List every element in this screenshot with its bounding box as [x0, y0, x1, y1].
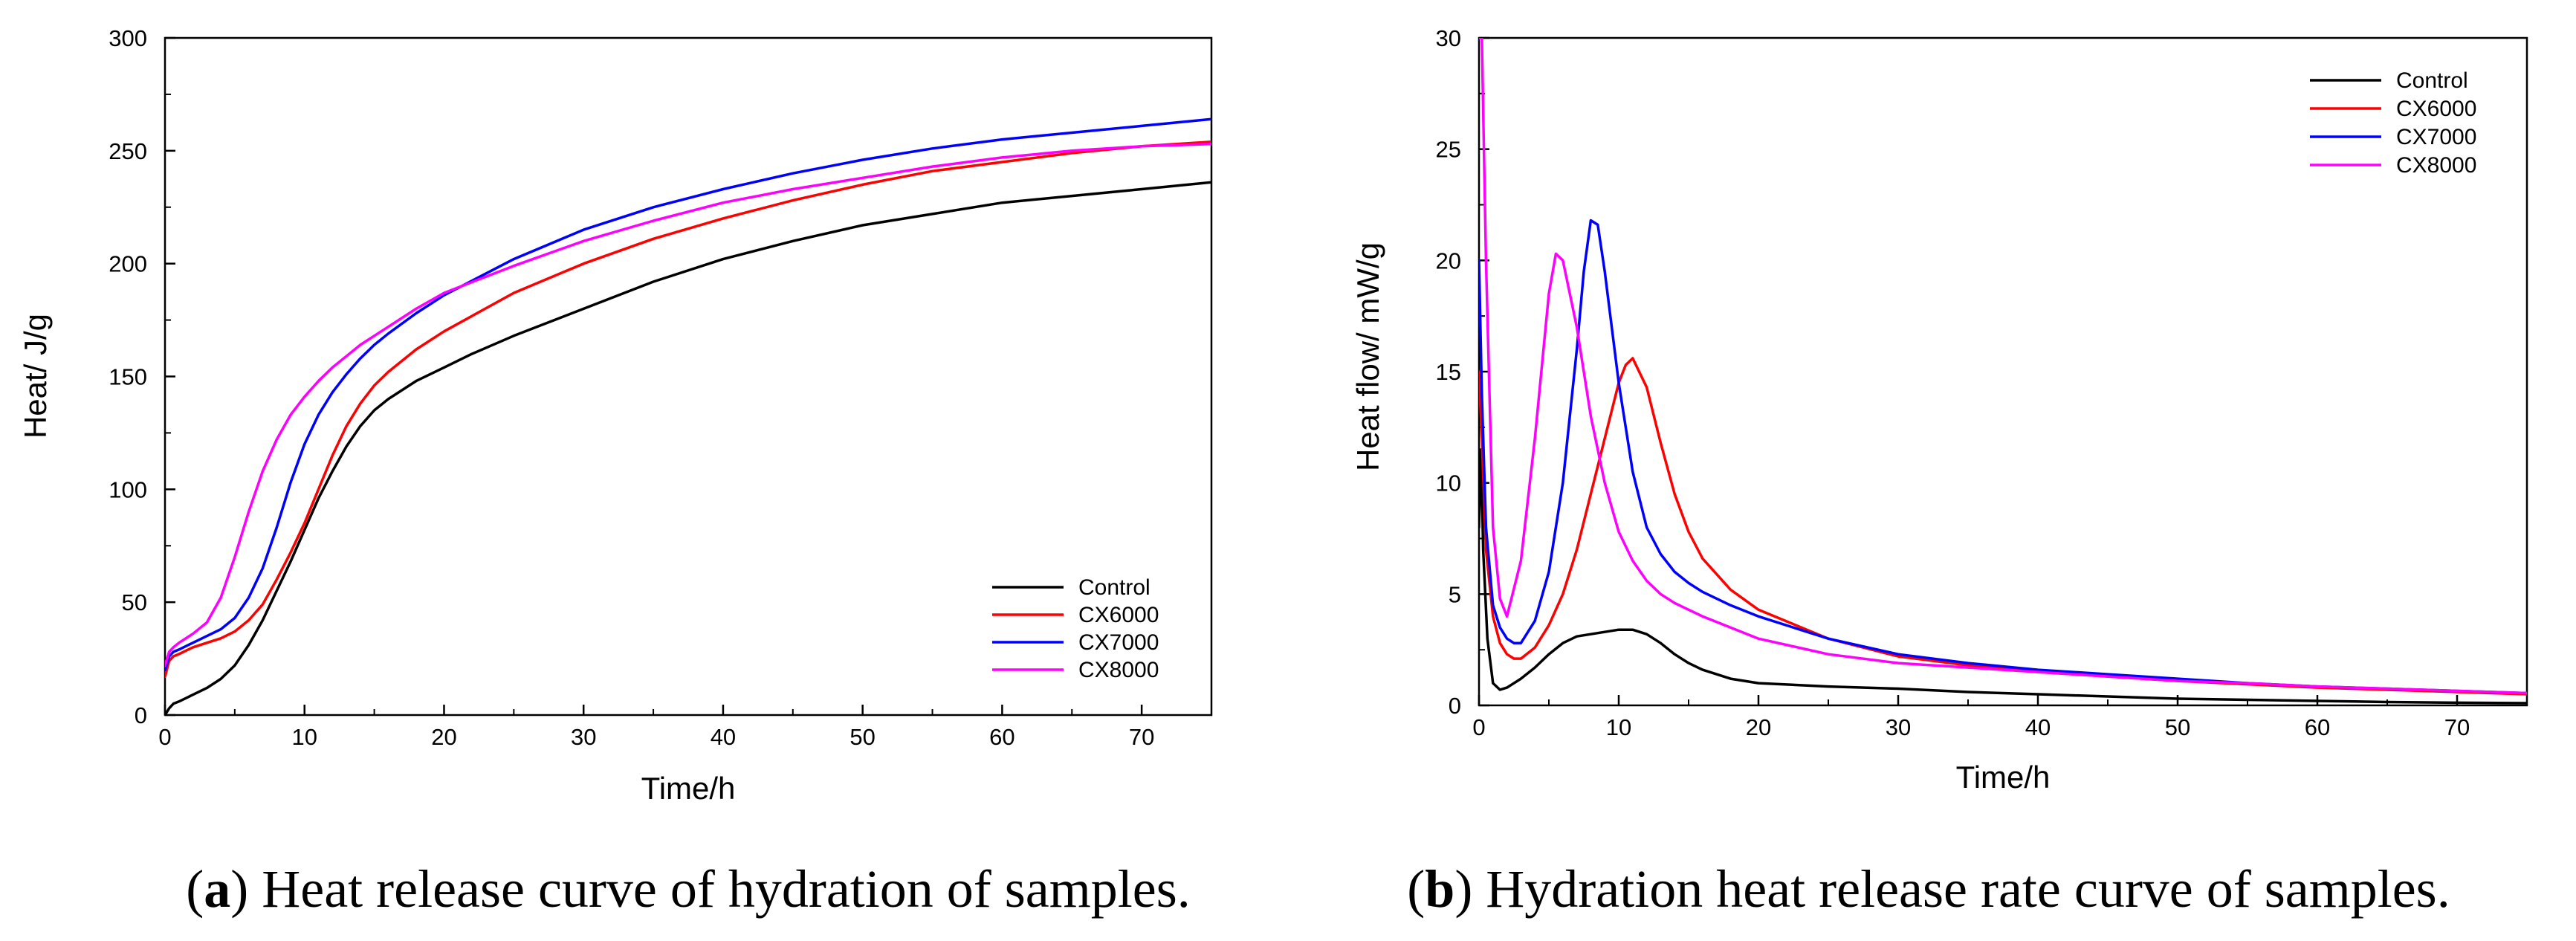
y-tick-label: 5 — [1449, 581, 1461, 607]
x-tick-label: 40 — [2025, 714, 2051, 740]
x-tick-label: 70 — [2444, 714, 2470, 740]
series-lines-a — [165, 117, 1211, 715]
y-tick-label: 20 — [1436, 248, 1461, 274]
y-tick-label: 0 — [1449, 693, 1461, 719]
y-tick-label: 150 — [109, 364, 147, 390]
x-tick-label: 30 — [571, 724, 596, 750]
x-tick-label: 0 — [158, 724, 171, 750]
legend-label: CX6000 — [1078, 603, 1159, 627]
x-axis-ticks-a: 0 10 20 30 40 50 60 70 — [158, 705, 1212, 750]
x-tick-label: 30 — [1886, 714, 1911, 740]
x-tick-label: 60 — [2305, 714, 2330, 740]
x-tick-label: 0 — [1472, 714, 1485, 740]
y-tick-label: 300 — [109, 25, 147, 51]
series-line-cx6000 — [1479, 357, 2527, 696]
series-line-cx8000 — [1479, 38, 2527, 695]
y-tick-label: 100 — [109, 476, 147, 502]
x-tick-label: 10 — [291, 724, 317, 750]
y-axis-label-b: Heat flow/ mW/g — [1350, 242, 1385, 471]
y-tick-label: 50 — [122, 589, 147, 615]
x-tick-label: 40 — [711, 724, 736, 750]
x-axis-ticks-b: 0 10 20 30 40 50 60 70 — [1472, 695, 2528, 740]
y-axis-label-a: Heat/ J/g — [18, 314, 53, 439]
x-tick-label: 60 — [989, 724, 1014, 750]
chart-panel-b: 0 10 20 30 40 50 60 70 0 5 10 15 20 25 30 Control CX60… — [1350, 25, 2528, 919]
y-tick-label: 25 — [1436, 137, 1461, 163]
x-tick-label: 50 — [2165, 714, 2190, 740]
series-line-cx8000 — [165, 142, 1211, 667]
y-tick-label: 30 — [1436, 25, 1461, 51]
series-line-control — [1479, 448, 2527, 705]
caption-text-b: Hydration heat release rate curve of sam… — [1486, 859, 2450, 919]
x-tick-label: 20 — [1746, 714, 1771, 740]
legend-label: Control — [1078, 575, 1151, 600]
caption-letter-b: b — [1425, 859, 1454, 919]
y-axis-ticks-b: 0 5 10 15 20 25 30 — [1436, 25, 1489, 719]
y-axis-ticks-a: 0 50 100 150 200 250 300 — [109, 25, 175, 728]
chart-panel-a: 0 10 20 30 40 50 60 70 0 50 100 150 200 250 300 Contr… — [18, 25, 1213, 919]
caption-b: (b) Hydration heat release rate curve of… — [1407, 859, 2450, 919]
series-lines-b — [1479, 38, 2527, 705]
y-tick-label: 15 — [1436, 359, 1461, 385]
y-tick-label: 250 — [109, 138, 147, 164]
x-axis-label-b: Time/h — [1956, 760, 2051, 795]
x-tick-label: 50 — [850, 724, 875, 750]
caption-a: (a) Heat release curve of hydration of s… — [186, 859, 1190, 919]
legend-label: CX8000 — [1078, 658, 1159, 682]
x-tick-label: 20 — [431, 724, 456, 750]
y-tick-label: 10 — [1436, 470, 1461, 497]
legend-label: CX6000 — [2396, 97, 2476, 121]
legend-label: CX8000 — [2396, 153, 2476, 178]
legend-b: Control CX6000 CX7000 CX8000 — [2310, 68, 2476, 178]
x-tick-label: 70 — [1129, 724, 1154, 750]
legend-label: CX7000 — [1078, 630, 1159, 655]
series-line-cx6000 — [165, 140, 1211, 679]
legend-label: Control — [2396, 68, 2468, 93]
y-tick-label: 200 — [109, 251, 147, 277]
series-line-cx7000 — [165, 117, 1211, 672]
caption-letter-a: a — [204, 859, 230, 919]
caption-text-a: Heat release curve of hydration of sampl… — [262, 859, 1191, 919]
series-line-cx7000 — [1479, 219, 2527, 695]
legend-label: CX7000 — [2396, 125, 2476, 149]
x-tick-label: 10 — [1606, 714, 1631, 740]
series-line-control — [165, 181, 1211, 715]
legend-a: Control CX6000 CX7000 CX8000 — [992, 575, 1159, 682]
y-tick-label: 0 — [135, 702, 147, 728]
x-axis-label-a: Time/h — [641, 771, 736, 806]
